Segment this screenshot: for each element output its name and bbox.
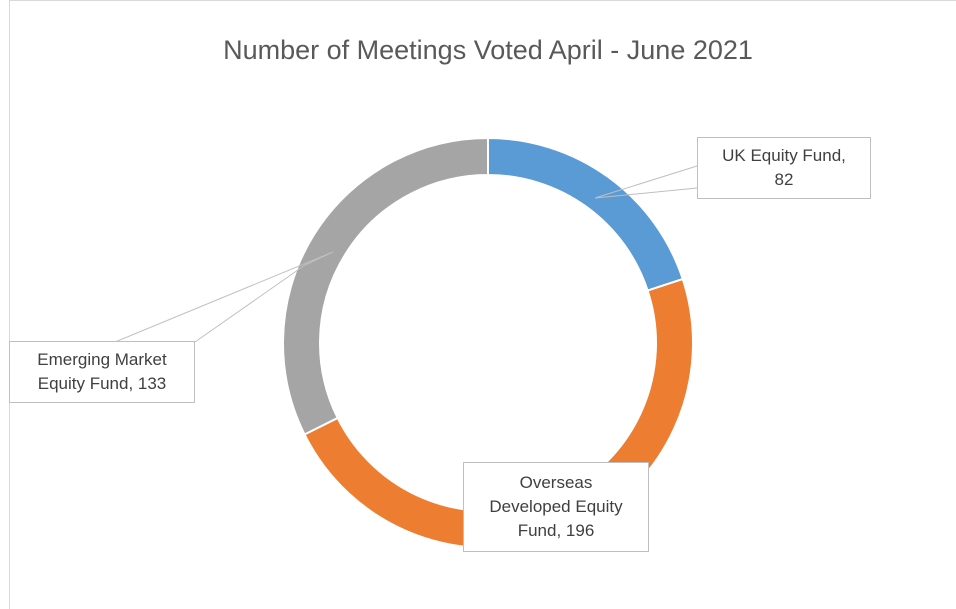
data-label: Overseas Developed Equity Fund, 196	[463, 462, 649, 552]
chart-title: Number of Meetings Voted April - June 20…	[223, 35, 753, 65]
data-label: UK Equity Fund, 82	[697, 137, 871, 199]
leader-line	[114, 251, 334, 343]
data-label: Emerging Market Equity Fund, 133	[9, 341, 195, 403]
donut-slice	[282, 136, 489, 436]
donut-slice	[487, 136, 685, 292]
chart-border	[9, 0, 956, 609]
leader-line	[594, 165, 698, 199]
